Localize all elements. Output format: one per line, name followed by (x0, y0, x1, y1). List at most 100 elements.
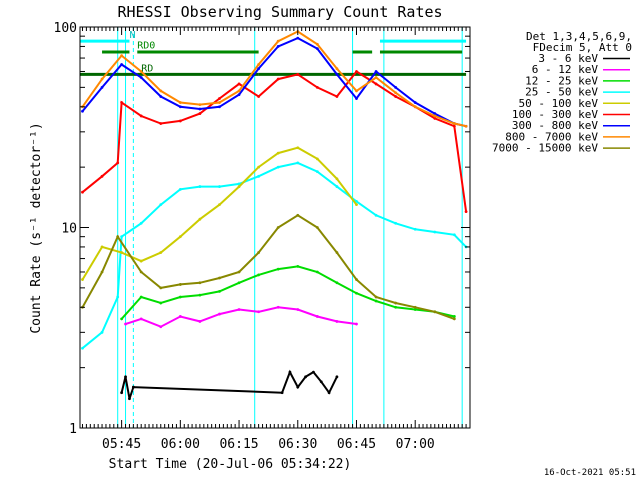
data-point (276, 305, 280, 309)
data-point (355, 89, 358, 93)
data-point (178, 105, 182, 109)
data-point (81, 278, 84, 281)
data-point (81, 190, 84, 194)
data-point (198, 217, 202, 221)
data-point (198, 185, 202, 188)
data-point (139, 221, 143, 225)
series-line (81, 161, 467, 349)
data-point (139, 270, 143, 274)
data-point (374, 76, 378, 79)
data-point (257, 67, 261, 71)
data-point (413, 105, 417, 109)
data-point (120, 391, 124, 395)
data-point (100, 77, 104, 81)
data-point (374, 299, 378, 303)
x-axis-label: Start Time (20-Jul-06 05:34:22) (109, 457, 352, 472)
data-point (257, 95, 261, 98)
data-point (280, 391, 284, 395)
flag-annotation: RD0 (137, 41, 155, 52)
data-point (288, 370, 292, 374)
data-point (355, 199, 358, 203)
data-point (178, 283, 182, 286)
data-point (433, 310, 437, 314)
data-point (335, 320, 339, 323)
data-point (159, 325, 163, 329)
data-point (355, 322, 358, 326)
data-point (139, 259, 143, 263)
legend-entry-label: 50 - 100 keV (519, 97, 599, 110)
data-point (296, 264, 300, 268)
series-line (81, 214, 455, 320)
data-point (237, 185, 241, 188)
data-point (257, 251, 261, 254)
data-point (335, 185, 339, 188)
data-point (120, 101, 124, 104)
axes: 1 10 100 05:45 06:00 06:15 06:30 06:45 07:00 (54, 21, 471, 452)
data-point (139, 76, 143, 79)
data-point (218, 101, 221, 104)
data-point (335, 375, 339, 379)
legend-header-line-1: Det 1,3,4,5,6,9, (526, 30, 632, 43)
data-point (198, 281, 202, 285)
data-point (315, 157, 319, 161)
data-point (335, 73, 339, 76)
chart-title: RHESSI Observing Summary Count Rates (117, 3, 442, 21)
data-point (394, 301, 398, 305)
data-point (237, 82, 241, 86)
data-point (276, 77, 280, 81)
data-point (413, 308, 417, 311)
data-point (120, 63, 124, 66)
data-point (237, 270, 241, 274)
data-point (433, 112, 437, 115)
data-point (296, 146, 300, 150)
data-point (276, 165, 280, 169)
data-point (276, 39, 280, 43)
data-point (120, 54, 124, 58)
data-point (355, 278, 358, 281)
data-point (276, 226, 280, 229)
data-point (315, 42, 319, 46)
data-point (335, 177, 339, 181)
data-point (312, 370, 315, 374)
data-point (296, 385, 300, 389)
x-tick-label: 06:45 (337, 437, 376, 452)
data-point (464, 124, 468, 128)
data-point (120, 235, 124, 239)
data-point (413, 305, 417, 309)
data-point (335, 281, 339, 285)
data-point (178, 295, 182, 299)
data-point (139, 317, 143, 321)
legend-entry-label: 300 - 800 keV (512, 119, 598, 132)
x-tick-label: 05:45 (102, 437, 141, 452)
data-point (257, 310, 261, 314)
data-point (257, 165, 261, 169)
data-point (218, 105, 221, 109)
data-point (315, 226, 319, 229)
data-point (335, 251, 339, 254)
data-point (394, 221, 398, 225)
data-point (178, 315, 182, 318)
data-point (319, 380, 323, 384)
data-point (237, 89, 241, 93)
footer-timestamp: 16-Oct-2021 05:51 (544, 468, 636, 478)
legend: Det 1,3,4,5,6,9, FDecim 5, Att 0 3 - 6 k… (492, 30, 632, 155)
data-point (296, 161, 300, 165)
data-point (116, 161, 120, 165)
data-point (296, 213, 300, 217)
data-point (139, 70, 143, 73)
data-point (355, 203, 358, 207)
data-point (374, 82, 378, 86)
data-point (433, 117, 437, 120)
data-point (296, 36, 300, 40)
series-line (120, 265, 455, 320)
y-axis-label: Count Rate (s⁻¹ detector⁻¹) (29, 122, 44, 333)
data-point (315, 270, 319, 274)
data-point (100, 330, 104, 334)
data-point (116, 235, 120, 239)
data-point (335, 67, 339, 71)
data-point (374, 295, 378, 299)
data-point (159, 95, 163, 98)
data-point (257, 273, 261, 277)
